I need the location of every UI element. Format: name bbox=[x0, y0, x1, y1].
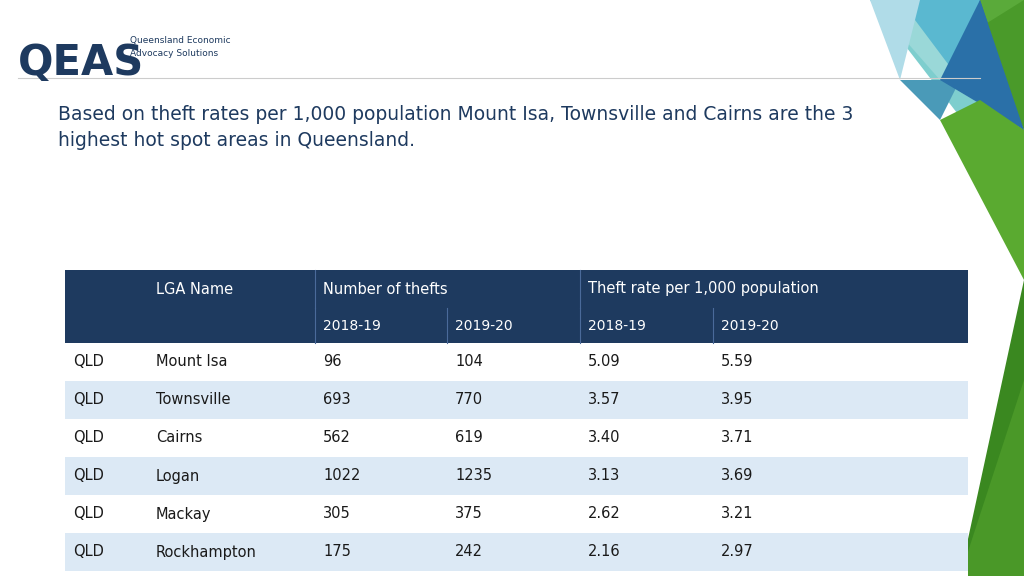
Text: 2018-19: 2018-19 bbox=[323, 319, 381, 332]
Text: 3.69: 3.69 bbox=[721, 468, 754, 483]
Text: Cairns: Cairns bbox=[156, 430, 203, 445]
Text: 2.16: 2.16 bbox=[588, 544, 621, 559]
Text: 2.97: 2.97 bbox=[721, 544, 754, 559]
Text: Rockhampton: Rockhampton bbox=[156, 544, 257, 559]
Text: 175: 175 bbox=[323, 544, 351, 559]
Polygon shape bbox=[950, 0, 1024, 80]
Text: Logan: Logan bbox=[156, 468, 201, 483]
Text: LGA Name: LGA Name bbox=[156, 282, 233, 297]
Bar bbox=[65, 381, 968, 419]
Text: QLD: QLD bbox=[73, 468, 103, 483]
Text: Queensland Economic
Advocacy Solutions: Queensland Economic Advocacy Solutions bbox=[130, 36, 230, 58]
Text: 5.09: 5.09 bbox=[588, 354, 621, 369]
Text: QEAS: QEAS bbox=[18, 42, 144, 84]
Text: Mackay: Mackay bbox=[156, 506, 212, 521]
Text: QLD: QLD bbox=[73, 430, 103, 445]
Text: Townsville: Townsville bbox=[156, 392, 230, 407]
Polygon shape bbox=[940, 100, 1024, 280]
Text: 693: 693 bbox=[323, 392, 350, 407]
Text: 96: 96 bbox=[323, 354, 341, 369]
Bar bbox=[65, 270, 968, 308]
Text: 2019-20: 2019-20 bbox=[455, 319, 513, 332]
Polygon shape bbox=[940, 0, 1024, 130]
Text: 242: 242 bbox=[455, 544, 483, 559]
Polygon shape bbox=[961, 380, 1024, 576]
Bar bbox=[65, 419, 968, 457]
Text: Theft rate per 1,000 population: Theft rate per 1,000 population bbox=[588, 282, 819, 297]
Text: 3.13: 3.13 bbox=[588, 468, 621, 483]
Polygon shape bbox=[870, 0, 920, 80]
Text: 619: 619 bbox=[455, 430, 482, 445]
Bar bbox=[65, 457, 968, 495]
Text: QLD: QLD bbox=[73, 354, 103, 369]
Text: 104: 104 bbox=[455, 354, 483, 369]
Polygon shape bbox=[870, 0, 1024, 200]
Text: QLD: QLD bbox=[73, 392, 103, 407]
Text: 3.21: 3.21 bbox=[721, 506, 754, 521]
Bar bbox=[65, 533, 968, 571]
Polygon shape bbox=[900, 80, 961, 120]
Text: 305: 305 bbox=[323, 506, 351, 521]
Text: 770: 770 bbox=[455, 392, 483, 407]
Text: 3.40: 3.40 bbox=[588, 430, 621, 445]
Text: 2.62: 2.62 bbox=[588, 506, 621, 521]
Bar bbox=[65, 571, 968, 576]
Text: 2019-20: 2019-20 bbox=[721, 319, 778, 332]
Polygon shape bbox=[961, 0, 1024, 180]
Text: Based on theft rates per 1,000 population Mount Isa, Townsville and Cairns are t: Based on theft rates per 1,000 populatio… bbox=[58, 105, 853, 150]
Bar bbox=[65, 308, 968, 343]
Polygon shape bbox=[980, 0, 1024, 130]
Polygon shape bbox=[900, 0, 980, 80]
Text: Mount Isa: Mount Isa bbox=[156, 354, 227, 369]
Polygon shape bbox=[961, 280, 1024, 576]
Bar bbox=[65, 343, 968, 381]
Text: 1022: 1022 bbox=[323, 468, 360, 483]
Text: 5.59: 5.59 bbox=[721, 354, 754, 369]
Text: 562: 562 bbox=[323, 430, 351, 445]
Text: QLD: QLD bbox=[73, 506, 103, 521]
Polygon shape bbox=[920, 0, 1024, 160]
Bar bbox=[65, 495, 968, 533]
Polygon shape bbox=[870, 0, 1024, 130]
Polygon shape bbox=[961, 130, 1024, 230]
Text: 3.95: 3.95 bbox=[721, 392, 754, 407]
Text: QLD: QLD bbox=[73, 544, 103, 559]
Text: Number of thefts: Number of thefts bbox=[323, 282, 447, 297]
Text: 375: 375 bbox=[455, 506, 482, 521]
Text: 2018-19: 2018-19 bbox=[588, 319, 646, 332]
Text: 3.71: 3.71 bbox=[721, 430, 754, 445]
Text: 1235: 1235 bbox=[455, 468, 492, 483]
Text: 3.57: 3.57 bbox=[588, 392, 621, 407]
